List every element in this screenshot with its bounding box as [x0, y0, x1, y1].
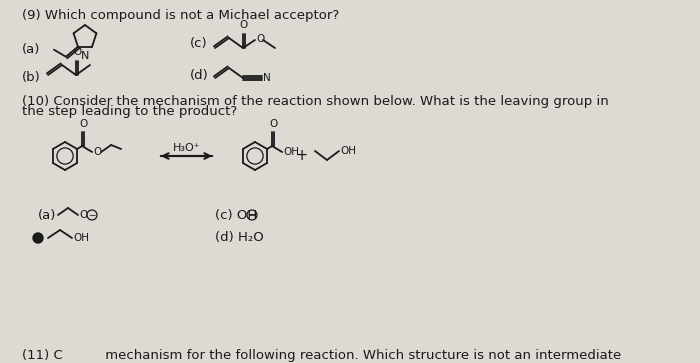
Text: O: O [93, 147, 102, 157]
Text: O: O [73, 47, 81, 57]
Text: (c) OH: (c) OH [215, 208, 258, 221]
Text: (c): (c) [190, 37, 208, 49]
Text: OH: OH [340, 146, 356, 156]
Text: N: N [263, 73, 271, 83]
Text: O: O [79, 210, 88, 220]
Text: +: + [296, 148, 308, 163]
Text: H₃O⁺: H₃O⁺ [173, 143, 200, 153]
Text: O: O [79, 119, 88, 129]
Text: OH: OH [73, 233, 89, 243]
Text: OH: OH [283, 147, 299, 157]
Text: (b): (b) [22, 72, 41, 85]
Text: O: O [269, 119, 277, 129]
Text: (11) C          mechanism for the following reaction. Which structure is not an : (11) C mechanism for the following react… [22, 348, 622, 362]
Text: (9) Which compound is not a Michael acceptor?: (9) Which compound is not a Michael acce… [22, 8, 339, 21]
Text: (a): (a) [38, 208, 57, 221]
Text: (d): (d) [190, 69, 209, 82]
Text: −: − [88, 211, 96, 220]
Text: O: O [240, 20, 248, 30]
Text: (10) Consider the mechanism of the reaction shown below. What is the leaving gro: (10) Consider the mechanism of the react… [22, 94, 609, 107]
Circle shape [33, 233, 43, 243]
Text: O: O [256, 34, 265, 44]
Text: −: − [248, 211, 256, 220]
Text: N: N [80, 51, 89, 61]
Text: (a): (a) [22, 44, 41, 57]
Text: the step leading to the product?: the step leading to the product? [22, 106, 237, 118]
Text: (d) H₂O: (d) H₂O [215, 232, 264, 245]
